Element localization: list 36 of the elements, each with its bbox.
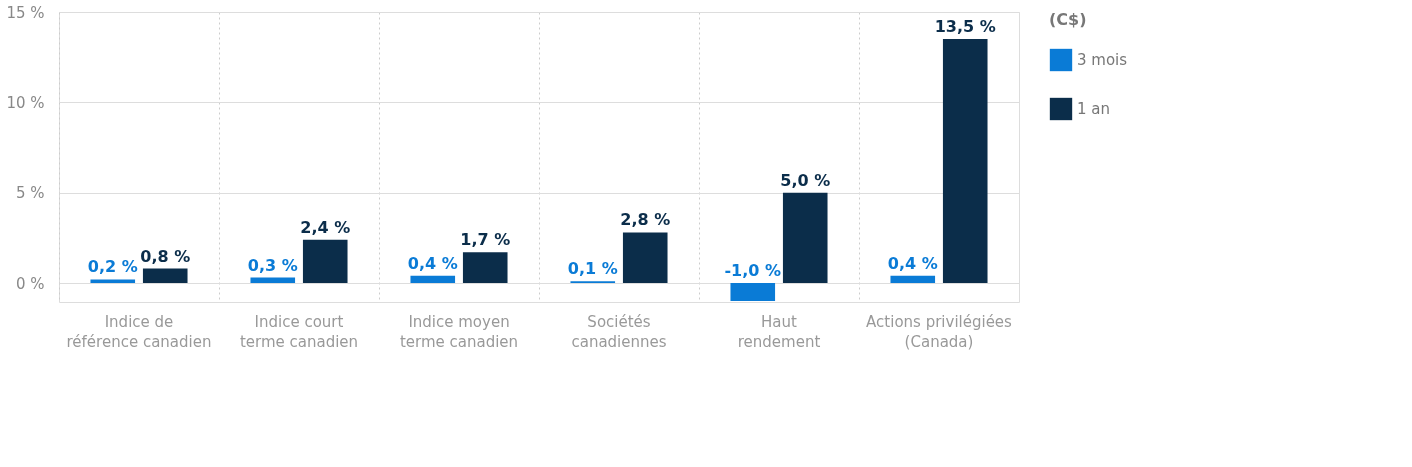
x-tick-label: Sociétés canadiennes [571, 312, 667, 351]
bar [730, 283, 776, 302]
data-label: 0,1 % [567, 259, 618, 279]
x-tick-label: Indice moyen terme canadien [399, 312, 519, 351]
y-tick-label: 5 % [15, 184, 45, 203]
data-label: 0,4 % [887, 253, 938, 273]
data-label: 0,8 % [140, 246, 191, 266]
bar [462, 252, 508, 284]
x-tick-label: Indice de référence canadien [66, 312, 212, 351]
y-tick-label: 15 % [6, 3, 45, 22]
y-tick-label: 0 % [15, 274, 45, 293]
data-label: 0,4 % [407, 253, 458, 273]
bar [782, 192, 828, 284]
bar [250, 277, 296, 284]
data-label: -1,0 % [724, 261, 782, 281]
data-label: 0,2 % [87, 257, 138, 277]
y-tick-label: 10 % [6, 93, 45, 112]
data-label: 0,3 % [247, 255, 298, 275]
x-tick-label: Indice court terme canadien [239, 312, 359, 351]
bar [410, 275, 456, 284]
legend-label: 3 mois [1077, 51, 1128, 69]
x-tick-label: Actions privilégiées (Canada) [866, 312, 1013, 351]
bar [90, 279, 136, 284]
bar [302, 239, 348, 284]
bar [622, 232, 668, 284]
x-tick-label: Haut rendement [737, 312, 821, 351]
bar [890, 275, 936, 284]
data-label: 2,4 % [300, 217, 351, 237]
legend-title: (C$) [1049, 10, 1087, 29]
data-label: 2,8 % [620, 210, 671, 230]
bar [942, 39, 988, 284]
data-label: 5,0 % [780, 170, 831, 190]
bar [142, 268, 188, 284]
data-label: 13,5 % [934, 17, 996, 37]
legend-label: 1 an [1077, 100, 1111, 118]
data-label: 1,7 % [460, 230, 511, 250]
